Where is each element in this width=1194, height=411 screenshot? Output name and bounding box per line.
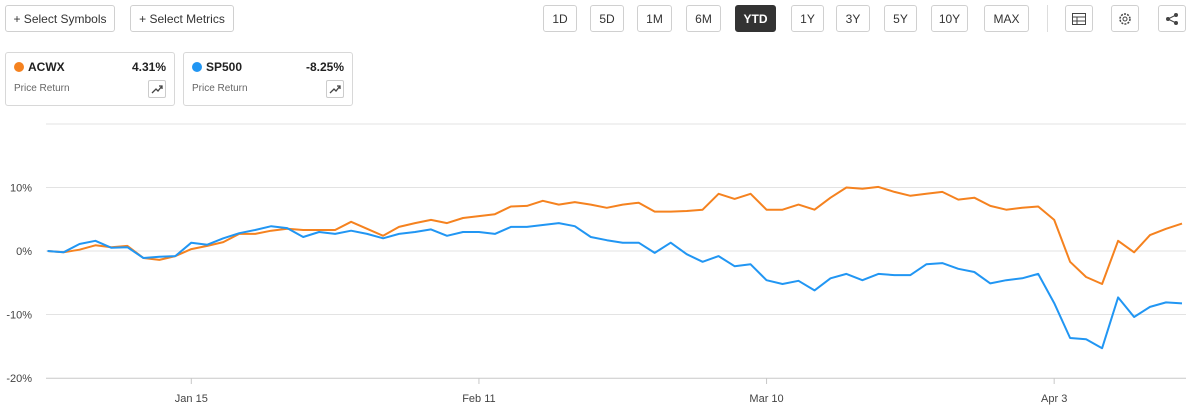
table-icon xyxy=(1072,12,1086,25)
legend-metric: Price Return xyxy=(14,83,70,94)
range-button[interactable]: 1D xyxy=(543,5,577,32)
trend-icon[interactable] xyxy=(148,80,166,98)
x-tick-label: Mar 10 xyxy=(749,393,783,405)
legend-card[interactable]: ACWX 4.31% Price Return xyxy=(5,52,175,106)
legend-metric: Price Return xyxy=(192,83,248,94)
divider xyxy=(1047,5,1048,32)
range-button[interactable]: 6M xyxy=(686,5,721,32)
share-icon xyxy=(1166,12,1178,25)
legend-swatch xyxy=(192,62,202,72)
range-button[interactable]: YTD xyxy=(735,5,776,32)
trend-arrow xyxy=(151,85,163,94)
y-tick-label: 0% xyxy=(16,246,32,258)
gear-icon xyxy=(1119,12,1131,25)
legend-change: 4.31% xyxy=(131,60,166,74)
x-tick-label: Feb 11 xyxy=(462,393,495,405)
trend-arrow xyxy=(329,85,341,94)
y-tick-label: -20% xyxy=(6,373,32,385)
range-button[interactable]: 5D xyxy=(590,5,624,32)
range-button[interactable]: 3Y xyxy=(836,5,870,32)
series-line xyxy=(47,222,1183,350)
trend-icon[interactable] xyxy=(326,80,344,98)
legend-card[interactable]: SP500 -8.25% Price Return xyxy=(183,52,353,106)
range-button[interactable]: MAX xyxy=(984,5,1029,32)
x-tick-label: Apr 3 xyxy=(1041,393,1067,405)
range-button[interactable]: 10Y xyxy=(931,5,968,32)
series-line xyxy=(47,185,1183,285)
range-button[interactable]: 1M xyxy=(637,5,672,32)
legend-change: -8.25% xyxy=(305,60,344,74)
legend-swatch xyxy=(14,62,24,72)
add-button[interactable]: + Select Symbols xyxy=(5,5,115,32)
legend-name: SP500 xyxy=(206,60,243,74)
x-tick-label: Jan 15 xyxy=(175,393,208,405)
legend-name: ACWX xyxy=(28,60,65,74)
share-button[interactable] xyxy=(1158,5,1186,32)
y-tick-label: -10% xyxy=(6,310,32,322)
y-tick-label: 10% xyxy=(10,183,32,195)
range-button[interactable]: 5Y xyxy=(884,5,917,32)
table-icon-button[interactable] xyxy=(1065,5,1093,32)
add-button[interactable]: + Select Metrics xyxy=(130,5,234,32)
settings-button[interactable] xyxy=(1111,5,1139,32)
range-button[interactable]: 1Y xyxy=(791,5,824,32)
